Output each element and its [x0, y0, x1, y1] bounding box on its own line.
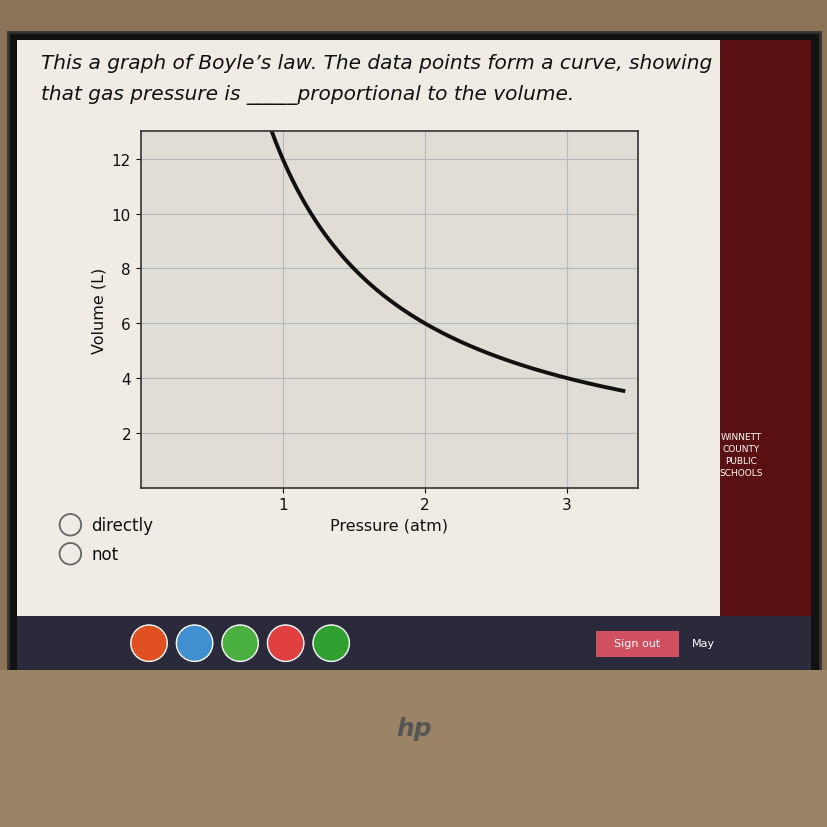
Y-axis label: Volume (L): Volume (L): [91, 267, 106, 353]
Text: This a graph of Boyle’s law. The data points form a curve, showing: This a graph of Boyle’s law. The data po…: [41, 54, 712, 73]
Text: directly: directly: [91, 516, 153, 534]
Text: WINNETT
COUNTY
PUBLIC
SCHOOLS: WINNETT COUNTY PUBLIC SCHOOLS: [719, 433, 762, 477]
X-axis label: Pressure (atm): Pressure (atm): [330, 519, 447, 533]
Text: Sign out: Sign out: [614, 638, 660, 648]
Text: May: May: [691, 638, 715, 648]
Text: not: not: [91, 545, 118, 563]
Text: that gas pressure is _____proportional to the volume.: that gas pressure is _____proportional t…: [41, 85, 574, 105]
Text: hp: hp: [395, 716, 432, 739]
